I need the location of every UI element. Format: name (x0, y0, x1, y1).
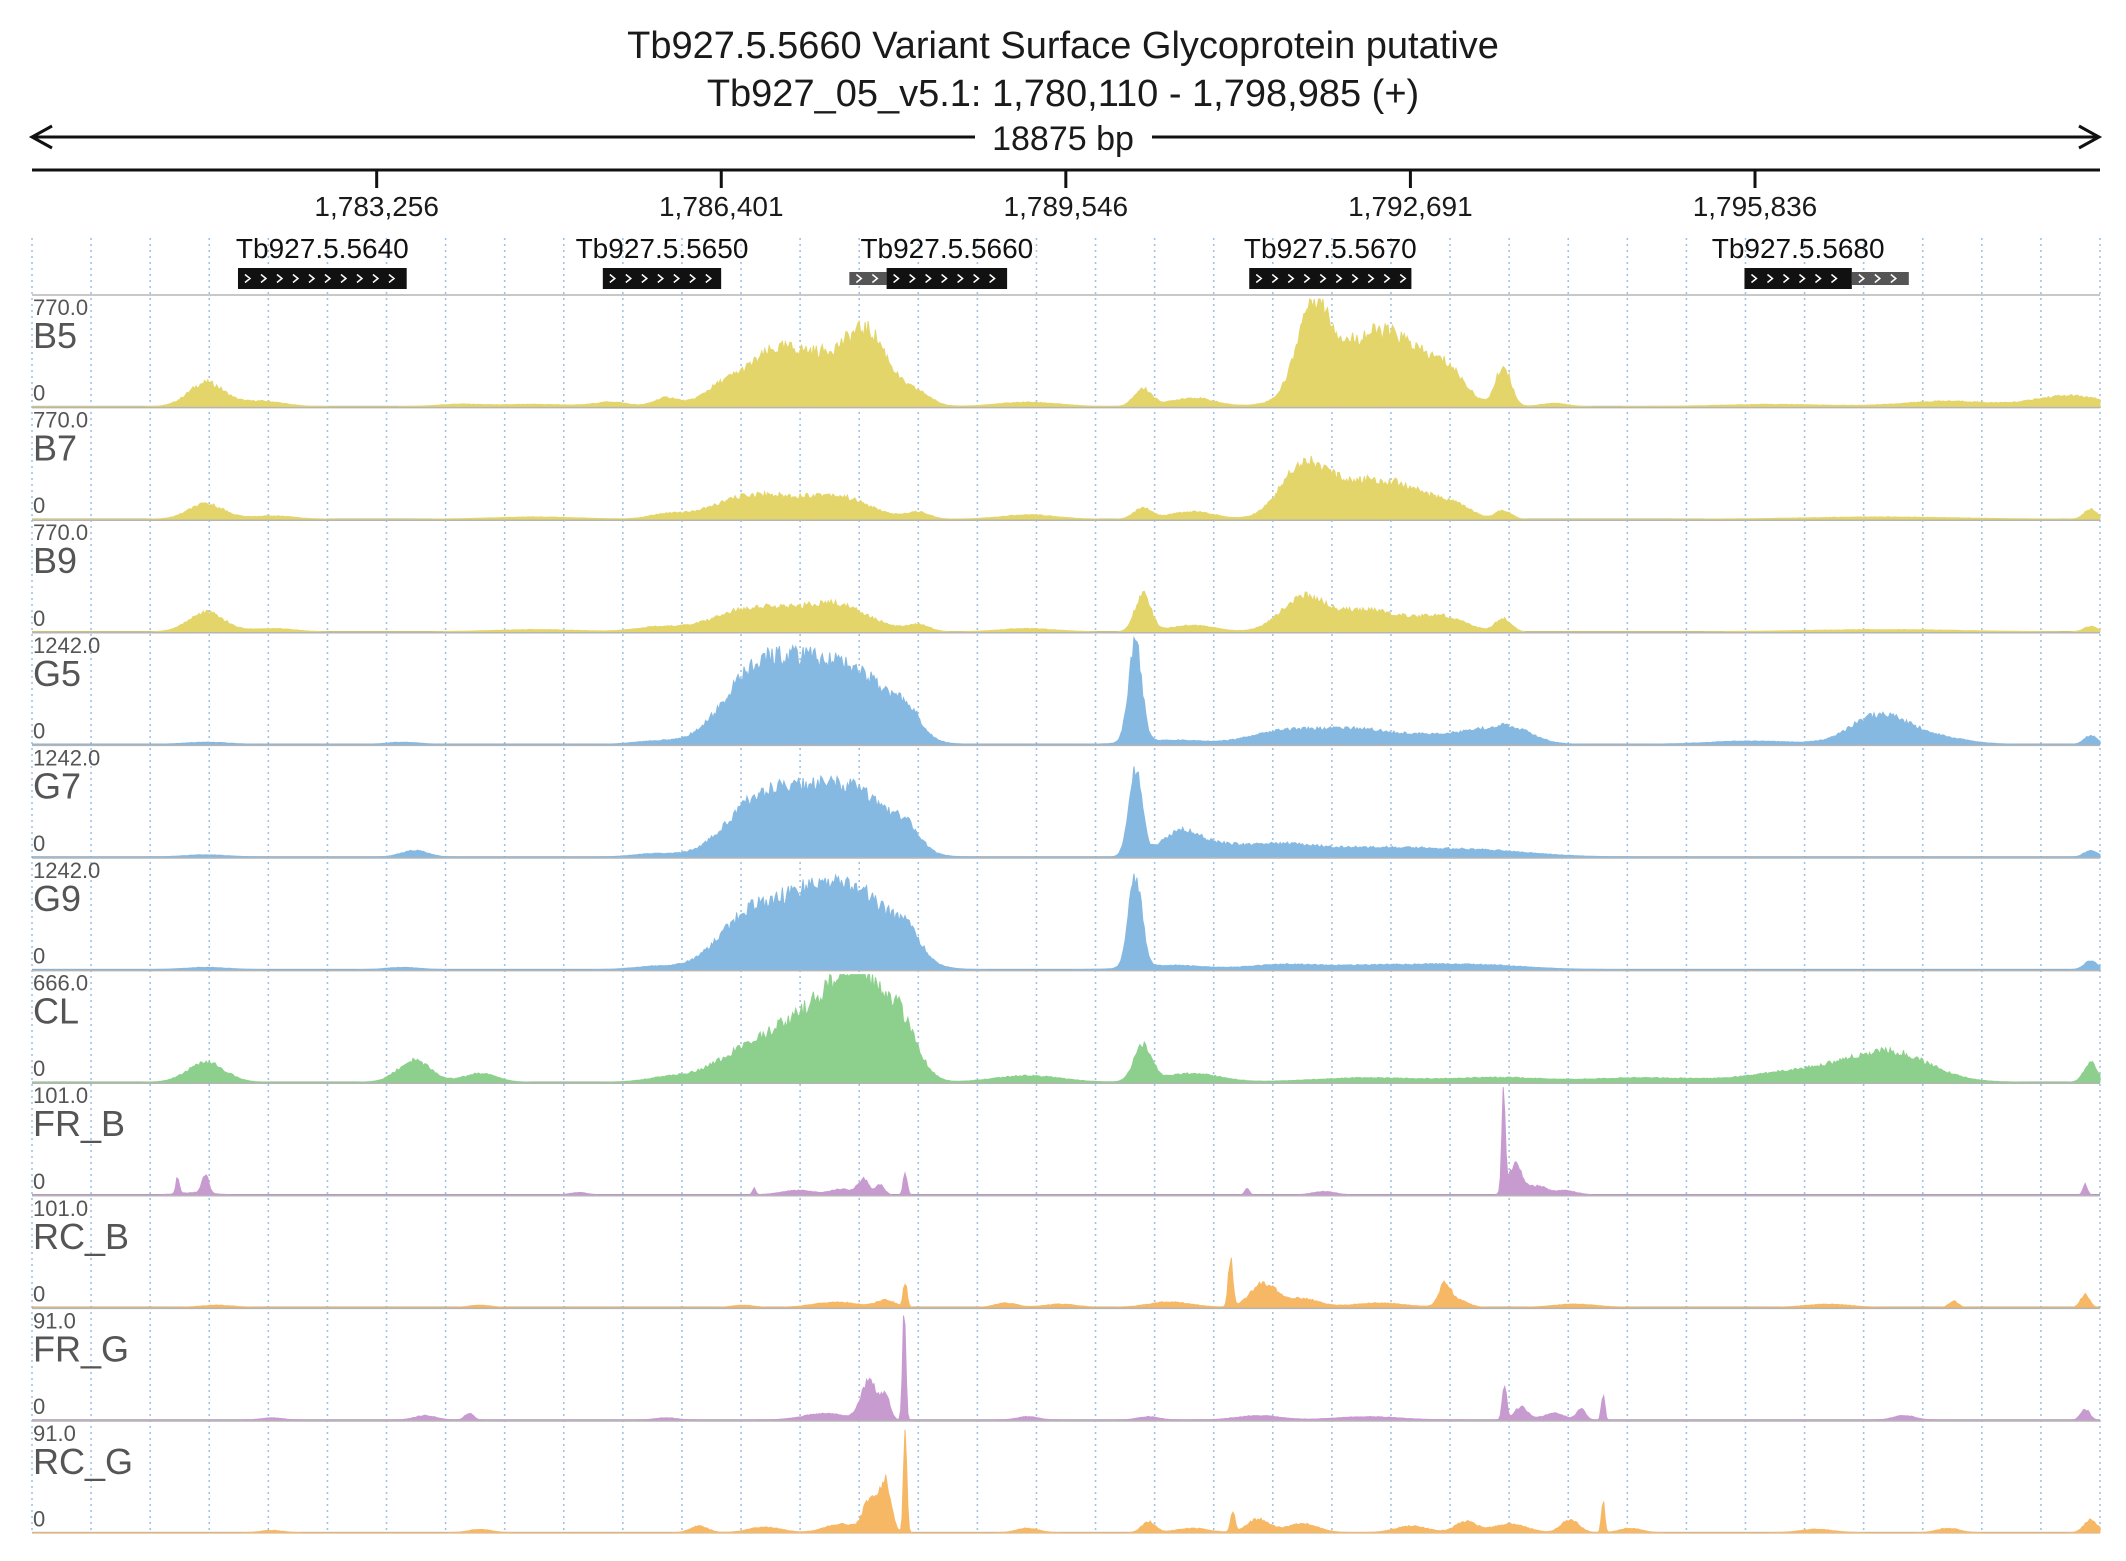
coverage-area-g7 (32, 766, 2101, 858)
gene-label-2: Tb927.5.5660 (860, 233, 1033, 264)
span-arrow-left-head (28, 124, 53, 150)
coverage-area-fr-b (32, 1087, 2100, 1196)
track-g5: 1242.0G5 0 (32, 632, 2101, 746)
track-max-label: 1242.0 (33, 745, 100, 770)
gene-utr-2-0 (849, 272, 887, 285)
chart-title: Tb927.5.5660 Variant Surface Glycoprotei… (627, 25, 1499, 67)
tick-label-4: 1,795,836 (1693, 191, 1818, 222)
gene-label-3: Tb927.5.5670 (1244, 233, 1417, 264)
coordinate-ticks: 1,783,256 1,786,401 1,789,546 1,792,691 1,79… (314, 170, 1817, 222)
span-ruler: 18875 bp (28, 120, 2103, 158)
track-min-label: 0 (33, 1394, 45, 1419)
strand-chevrons-utr-2-0 (855, 273, 879, 284)
track-min-label: 0 (33, 493, 45, 518)
track-g7: 1242.0G7 0 (32, 744, 2101, 858)
track-name-label: B9 (33, 540, 77, 581)
track-g9: 1242.0G9 0 (32, 857, 2101, 971)
tick-label-1: 1,786,401 (659, 191, 784, 222)
coverage-area-g9 (32, 873, 2101, 971)
track-min-label: 0 (33, 381, 45, 406)
strand-chevrons-cds-0 (244, 273, 396, 284)
track-max-label: 666.0 (33, 971, 88, 996)
track-max-label: 101.0 (33, 1196, 88, 1221)
track-max-label: 770.0 (33, 295, 88, 320)
gene-label-0: Tb927.5.5640 (236, 233, 409, 264)
coverage-area-cl (32, 973, 2101, 1083)
gene-label-1: Tb927.5.5650 (576, 233, 749, 264)
coverage-tracks: 770.0B50770.0B70770.0B901242.0G501242.0G… (32, 294, 2101, 1534)
track-max-label: 1242.0 (33, 858, 100, 883)
track-b5: 770.0B5 0 (32, 294, 2101, 408)
track-max-label: 770.0 (33, 520, 88, 545)
track-min-label: 0 (33, 944, 45, 969)
track-name-label: G9 (33, 878, 81, 919)
tick-label-2: 1,789,546 (1004, 191, 1129, 222)
track-min-label: 0 (33, 1169, 45, 1194)
track-fr-b: 101.0FR_B 0 (32, 1082, 2100, 1196)
coverage-area-fr-g (32, 1315, 2101, 1421)
gene-cds-0 (237, 268, 407, 289)
track-min-label: 0 (33, 831, 45, 856)
track-max-label: 101.0 (33, 1083, 88, 1108)
strand-chevrons-cds-1 (609, 273, 713, 284)
track-min-label: 0 (33, 606, 45, 631)
coverage-area-g5 (32, 635, 2101, 745)
strand-chevrons-cds-2 (893, 273, 996, 284)
span-label: 18875 bp (992, 120, 1134, 158)
coverage-area-b9 (32, 590, 2101, 633)
track-rc-b: 101.0RC_B 0 (32, 1195, 2101, 1309)
coverage-area-rc-g (32, 1429, 2101, 1534)
track-name-label: G7 (33, 765, 81, 806)
track-min-label: 0 (33, 718, 45, 743)
track-name-label: FR_B (33, 1103, 125, 1144)
gene-label-4: Tb927.5.5680 (1712, 233, 1885, 264)
track-min-label: 0 (33, 1281, 45, 1306)
gene-cds-4 (1744, 268, 1852, 289)
chart-subtitle: Tb927_05_v5.1: 1,780,110 - 1,798,985 (+) (707, 73, 1419, 115)
track-name-label: G5 (33, 653, 81, 694)
strand-chevrons-cds-3 (1255, 273, 1407, 284)
coverage-area-rc-b (32, 1257, 2101, 1308)
tick-label-3: 1,792,691 (1348, 191, 1473, 222)
coverage-area-b7 (32, 455, 2101, 520)
grid-lines (31, 238, 2101, 1530)
gene-cds-3 (1249, 268, 1412, 289)
coverage-area-b5 (32, 298, 2101, 408)
track-fr-g: 91.0FR_G 0 (32, 1307, 2101, 1421)
track-max-label: 91.0 (33, 1421, 76, 1446)
track-name-label: B7 (33, 428, 77, 469)
strand-chevrons-utr-4-0 (1858, 273, 1898, 284)
track-name-label: FR_G (33, 1328, 129, 1369)
track-name-label: CL (33, 991, 79, 1032)
track-rc-g: 91.0RC_G 0 (32, 1420, 2101, 1534)
track-max-label: 1242.0 (33, 633, 100, 658)
track-name-label: RC_B (33, 1216, 129, 1257)
track-max-label: 770.0 (33, 408, 88, 433)
track-cl: 666.0CL 0 (32, 969, 2101, 1083)
track-min-label: 0 (33, 1507, 45, 1532)
track-max-label: 91.0 (33, 1308, 76, 1333)
track-name-label: RC_G (33, 1441, 133, 1482)
track-b9: 770.0B9 0 (32, 519, 2101, 633)
strand-chevrons-cds-4 (1751, 273, 1838, 284)
gene-models: Tb927.5.5640 Tb927.5.5650 Tb927.5.5660 Tb92… (236, 233, 1909, 289)
tick-label-0: 1,783,256 (314, 191, 439, 222)
track-min-label: 0 (33, 1056, 45, 1081)
span-arrow-right-head (2078, 124, 2103, 150)
track-name-label: B5 (33, 315, 77, 356)
track-b7: 770.0B7 0 (32, 406, 2101, 520)
